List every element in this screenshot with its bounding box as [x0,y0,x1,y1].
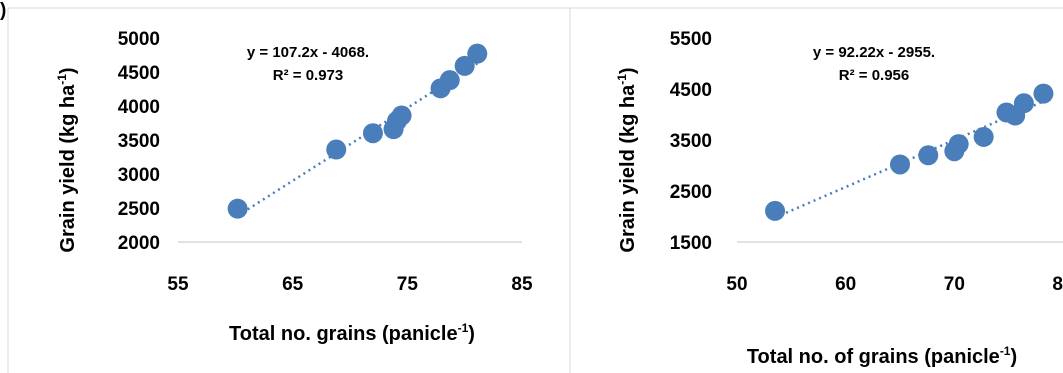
x-tick-label: 60 [835,274,856,295]
r-squared: R² = 0.956 [839,67,909,84]
x-tick-label: 65 [282,274,304,295]
x-tick-label: 75 [397,274,419,295]
y-axis-label-end: ) [57,67,79,74]
y-tick-label: 2500 [118,199,160,220]
y-tick-label: 1500 [670,233,712,254]
data-point [890,154,910,175]
trend-equation: y = 107.2x - 4068. [247,44,369,61]
y-tick-label: 4000 [118,97,160,118]
r-squared: R² = 0.973 [273,67,343,84]
y-tick-label: 4500 [118,63,160,84]
x-axis-label-sup: -1 [458,321,469,335]
data-point [1033,83,1054,104]
data-point [973,126,994,147]
x-axis-label-end: ) [1010,346,1017,368]
trend-equation: y = 92.22x - 2955. [813,44,935,61]
y-axis-label-sup: -1 [55,74,69,85]
data-point [1013,93,1034,114]
data-point [948,134,969,155]
x-axis-label-end: ) [468,323,475,345]
y-tick-label: 5000 [118,29,160,50]
yield-vs-grains-chart-right: 1500 2500 3500 4500 5500 50 60 70 80 y = 92.22x… [615,29,1063,368]
y-axis-label-text: Grain yield (kg ha [617,84,639,253]
y-tick-label: 2000 [118,233,160,254]
y-axis-label: Grain yield (kg ha-1) [615,67,639,252]
y-axis-label-text: Grain yield (kg ha [57,84,79,253]
data-point [765,200,786,221]
y-axis-label-sup: -1 [615,74,629,85]
y-axis-label-end: ) [617,67,639,74]
data-point [467,43,488,64]
trendline [774,100,1044,219]
y-tick-label: 3500 [118,131,160,152]
x-axis-label: Total no. of grains (panicle-1) [747,344,1017,368]
data-point [439,70,460,91]
x-axis-label-sup: -1 [1000,344,1011,358]
x-tick-label: 50 [726,274,747,295]
y-tick-label: 3000 [118,165,160,186]
x-tick-label: 85 [511,274,533,295]
data-point [326,139,347,160]
x-axis-label-text: Total no. of grains (panicle [747,346,1000,368]
x-axis-label-text: Total no. grains (panicle [229,323,458,345]
data-point [454,55,475,76]
x-tick-label: 70 [944,274,965,295]
data-point [918,145,939,166]
y-tick-label: 4500 [670,80,712,101]
y-tick-label: 2500 [670,182,712,203]
y-axis-label: Grain yield (kg ha-1) [55,67,79,252]
y-tick-label: 5500 [670,29,712,50]
x-axis-label: Total no. grains (panicle-1) [229,321,475,345]
data-point [362,123,383,144]
data-point [227,198,248,219]
data-point [391,105,412,126]
x-tick-label: 55 [167,274,189,295]
y-tick-label: 3500 [670,131,712,152]
x-tick-label: 80 [1052,274,1063,295]
figure-label: ) [0,0,6,21]
yield-vs-grains-chart-left: 2000 2500 3000 3500 4000 4500 5000 55 65 75 85 y … [55,29,533,345]
